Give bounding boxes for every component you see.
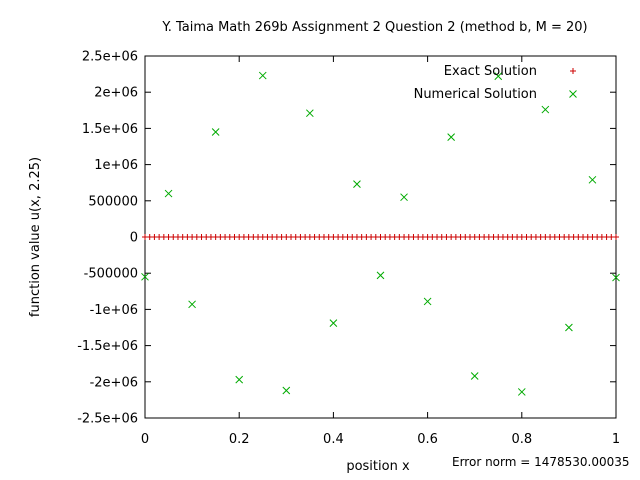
y-axis: 2.5e+06 2e+06 1.5e+06 1e+06 500000 0 -500000 -1…: [77, 50, 616, 427]
y-tick-label: 1.5e+06: [82, 122, 138, 137]
numerical-point: [612, 273, 620, 282]
legend-cross-icon: [569, 90, 577, 98]
y-tick-label: 1e+06: [94, 158, 138, 173]
legend-marker-exact: [570, 68, 576, 74]
numerical-point: [588, 175, 597, 184]
x-tick-label: 0.2: [229, 432, 250, 447]
numerical-point: [211, 128, 220, 136]
numerical-point: [376, 271, 385, 280]
numerical-point: [235, 375, 244, 384]
legend-label-exact: Exact Solution: [444, 64, 537, 79]
y-tick-label: -1.5e+06: [77, 339, 138, 354]
numerical-point: [282, 386, 291, 395]
x-tick-label: 0: [141, 432, 149, 447]
numerical-point: [164, 189, 173, 198]
numerical-solution-points: [141, 71, 620, 396]
numerical-point: [470, 372, 479, 380]
legend-plus-icon: [570, 68, 576, 74]
legend: Exact Solution Numerical Solution: [414, 64, 577, 102]
exact-solution-points: [142, 234, 619, 240]
y-tick-label: -2e+06: [90, 375, 138, 390]
numerical-point: [494, 72, 503, 81]
error-norm-annotation: Error norm = 1478530.00035: [452, 455, 630, 469]
numerical-point: [258, 71, 267, 80]
x-axis: 0 0.2 0.4 0.6 0.8 1: [141, 56, 620, 447]
y-tick-label: -1e+06: [90, 303, 138, 318]
numerical-point: [141, 272, 149, 281]
x-axis-label: position x: [346, 459, 410, 474]
numerical-point: [447, 133, 456, 141]
x-tick-label: 1: [612, 432, 620, 447]
numerical-point: [517, 388, 526, 396]
exact-point: [613, 234, 619, 240]
x-tick-label: 0.8: [511, 432, 532, 447]
numerical-point: [353, 180, 361, 189]
y-tick-label: -2.5e+06: [77, 412, 138, 427]
numerical-point: [188, 300, 196, 309]
numerical-point: [329, 319, 338, 328]
numerical-point: [423, 297, 432, 306]
y-tick-label: -500000: [84, 267, 138, 282]
y-tick-label: 0: [130, 231, 138, 246]
legend-label-numerical: Numerical Solution: [414, 87, 537, 102]
y-axis-label: function value u(x, 2.25): [28, 157, 43, 317]
numerical-point: [400, 193, 408, 202]
x-tick-label: 0.4: [323, 432, 344, 447]
chart-title: Y. Taima Math 269b Assignment 2 Question…: [161, 20, 587, 35]
x-tick-label: 0.6: [417, 432, 438, 447]
y-tick-label: 2e+06: [94, 86, 138, 101]
legend-marker-numerical: [569, 90, 577, 98]
numerical-point: [565, 323, 573, 332]
numerical-point: [541, 105, 550, 114]
y-tick-label: 2.5e+06: [82, 50, 138, 65]
numerical-point: [305, 109, 314, 118]
y-tick-label: 500000: [88, 194, 138, 209]
